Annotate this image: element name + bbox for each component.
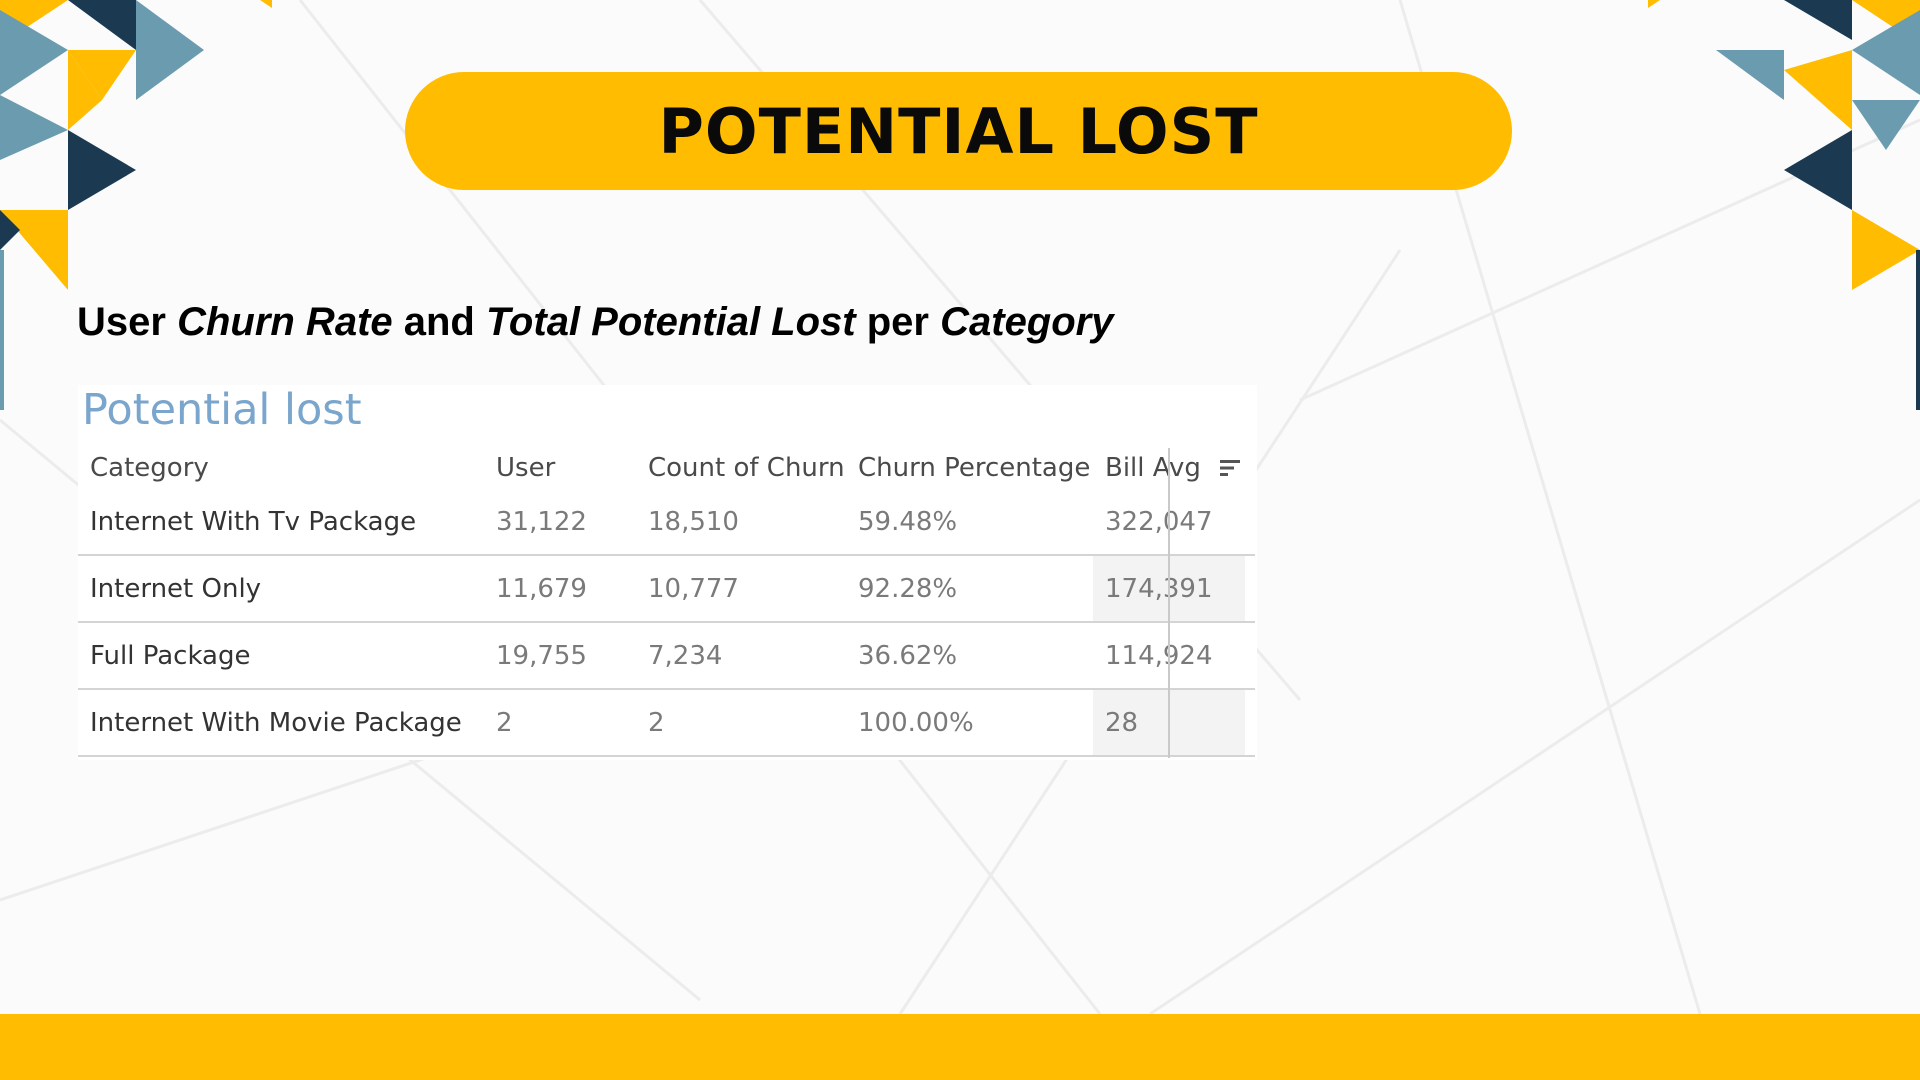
cell-churn-percentage: 100.00% bbox=[858, 707, 974, 738]
cell-category: Internet With Movie Package bbox=[90, 707, 462, 738]
cell-churn-percentage: 36.62% bbox=[858, 640, 958, 671]
subtitle-emphasis: Churn Rate bbox=[177, 300, 393, 344]
cell-count-of-churn: 2 bbox=[648, 707, 665, 738]
column-header-bill-avg[interactable]: Bill Avg bbox=[1105, 453, 1201, 483]
table-panel: Potential lost Category User Count of Ch… bbox=[78, 385, 1257, 760]
column-header-count-of-churn[interactable]: Count of Churn bbox=[648, 453, 845, 483]
cell-user: 31,122 bbox=[496, 506, 587, 537]
table-row[interactable]: Internet Only 11,679 10,777 92.28% 174,3… bbox=[78, 556, 1255, 623]
cell-user: 19,755 bbox=[496, 640, 587, 671]
cell-bill-avg: 322,047 bbox=[1105, 506, 1213, 537]
subtitle-emphasis: Category bbox=[940, 300, 1114, 344]
right-corner-pattern bbox=[1648, 0, 1920, 410]
table-row[interactable]: Internet With Movie Package 2 2 100.00% … bbox=[78, 690, 1255, 757]
table-title: Potential lost bbox=[82, 385, 362, 435]
cell-category: Full Package bbox=[90, 640, 251, 671]
cell-user: 11,679 bbox=[496, 573, 587, 604]
cell-count-of-churn: 10,777 bbox=[648, 573, 739, 604]
cell-category: Internet With Tv Package bbox=[90, 506, 417, 537]
table-scroll-divider bbox=[1168, 448, 1170, 758]
data-table: Category User Count of Churn Churn Perce… bbox=[78, 447, 1255, 757]
footer-bar bbox=[0, 1014, 1920, 1080]
column-header-churn-percentage[interactable]: Churn Percentage bbox=[858, 453, 1091, 483]
table-row[interactable]: Full Package 19,755 7,234 36.62% 114,924 bbox=[78, 623, 1255, 690]
table-header: Category User Count of Churn Churn Perce… bbox=[78, 447, 1255, 489]
subtitle-part: User bbox=[77, 300, 178, 344]
column-header-category[interactable]: Category bbox=[90, 453, 209, 483]
cell-count-of-churn: 7,234 bbox=[648, 640, 723, 671]
cell-bill-avg: 114,924 bbox=[1105, 640, 1213, 671]
page-title: POTENTIAL LOST bbox=[658, 94, 1259, 168]
subtitle-emphasis: Total Potential Lost bbox=[485, 300, 856, 344]
cell-churn-percentage: 59.48% bbox=[858, 506, 958, 537]
table-row[interactable]: Internet With Tv Package 31,122 18,510 5… bbox=[78, 489, 1255, 556]
cell-count-of-churn: 18,510 bbox=[648, 506, 739, 537]
cell-user: 2 bbox=[496, 707, 513, 738]
subtitle-part: per bbox=[855, 300, 941, 344]
cell-churn-percentage: 92.28% bbox=[858, 573, 958, 604]
page-subtitle: User Churn Rate and Total Potential Lost… bbox=[77, 300, 1114, 345]
cell-category: Internet Only bbox=[90, 573, 262, 604]
sort-descending-icon[interactable] bbox=[1220, 459, 1240, 477]
column-header-user[interactable]: User bbox=[496, 453, 556, 483]
subtitle-part: and bbox=[392, 300, 486, 344]
title-banner: POTENTIAL LOST bbox=[405, 72, 1512, 190]
left-corner-pattern bbox=[0, 0, 272, 410]
